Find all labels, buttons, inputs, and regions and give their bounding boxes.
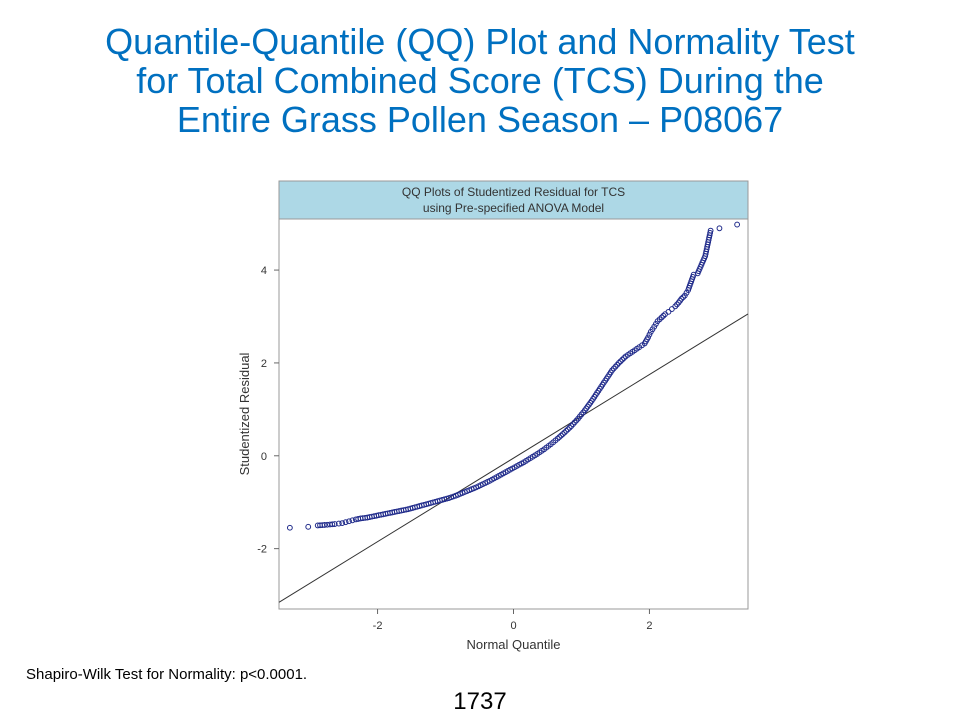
page-number: 1737 — [453, 688, 507, 715]
slide-title-line-1: Quantile-Quantile (QQ) Plot and Normalit… — [105, 21, 855, 62]
y-tick-label: -2 — [257, 544, 267, 556]
y-tick-label: 2 — [261, 358, 267, 370]
y-axis-label: Studentized Residual — [237, 352, 252, 475]
data-point — [660, 312, 667, 319]
x-axis-label: Normal Quantile — [467, 637, 561, 652]
y-tick-label: 0 — [261, 451, 267, 463]
x-tick-label: -2 — [373, 620, 383, 632]
slide-title-line-3: Entire Grass Pollen Season – P08067 — [176, 99, 784, 140]
chart-title-line-1: QQ Plots of Studentized Residual for TCS — [402, 185, 625, 199]
data-point — [559, 431, 566, 437]
data-point — [342, 519, 349, 526]
data-point — [286, 524, 293, 531]
data-point — [716, 225, 723, 232]
data-point — [335, 520, 342, 527]
data-point — [665, 308, 672, 315]
data-point — [321, 522, 328, 528]
data-point — [621, 355, 627, 361]
data-point — [564, 426, 571, 433]
data-point — [645, 334, 651, 341]
normality-test-footnote: Shapiro-Wilk Test for Normality: p<0.000… — [26, 666, 308, 683]
data-point — [658, 314, 665, 321]
data-point — [734, 221, 741, 228]
data-point — [331, 521, 338, 527]
data-point — [668, 306, 675, 312]
slide-title-line-2: for Total Combined Score (TCS) During th… — [136, 60, 824, 101]
data-point — [617, 358, 624, 365]
slide-title: Quantile-Quantile (QQ) Plot and Normalit… — [20, 22, 940, 139]
data-point — [329, 521, 336, 528]
data-point — [646, 331, 653, 338]
data-point — [615, 360, 622, 366]
x-tick-label: 2 — [646, 620, 652, 632]
data-point — [346, 518, 352, 525]
plot-area — [278, 218, 749, 610]
data-point — [707, 230, 714, 236]
chart-title-line-2: using Pre-specified ANOVA Model — [423, 201, 604, 215]
data-point — [558, 432, 564, 439]
chart-header-band — [278, 180, 749, 220]
data-point — [563, 428, 570, 434]
data-point — [305, 523, 312, 530]
y-tick-label: 4 — [261, 265, 267, 277]
data-point — [339, 520, 346, 527]
data-point — [678, 295, 685, 302]
data-point — [554, 435, 561, 442]
data-point — [561, 429, 568, 436]
data-points — [286, 221, 741, 531]
data-point — [680, 294, 686, 301]
axes: -2 0 2 -2 0 2 4 — [257, 265, 652, 632]
x-tick-label: 0 — [510, 620, 516, 632]
data-point — [619, 356, 626, 363]
data-point — [349, 517, 356, 524]
data-point — [707, 227, 714, 234]
data-point — [556, 434, 563, 441]
data-point — [566, 424, 573, 431]
reference-line — [278, 313, 749, 603]
